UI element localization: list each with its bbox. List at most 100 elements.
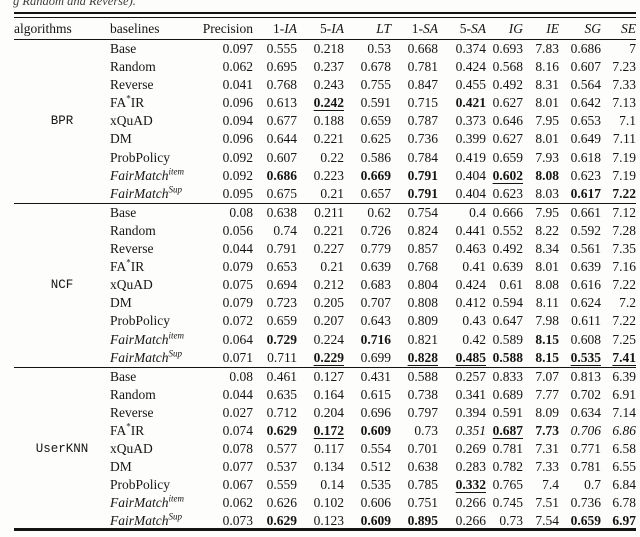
value-cell: 0.41 xyxy=(462,259,486,275)
value-cell: 0.828 xyxy=(407,349,438,365)
table-row: FairMatchitem 0.064 0.729 0.224 0.716 0.821 0.… xyxy=(14,331,636,349)
baseline-label: DM xyxy=(110,294,197,312)
text-part: * xyxy=(126,257,131,268)
table-row: ProbPolicy 0.067 0.559 0.14 0.535 0.785 0.332 0… xyxy=(14,476,636,494)
results-table: algorithms baselines Precision 1-IA 5-IA LT 1-… xyxy=(14,19,636,531)
value-cell: 0.586 xyxy=(360,149,391,165)
value-cell: 0.074 xyxy=(222,422,253,438)
value-cell: 6.58 xyxy=(612,441,636,457)
value-cell: 0.639 xyxy=(570,259,601,275)
table-row: FairMatchitem 0.062 0.626 0.102 0.606 0.751 0.… xyxy=(14,494,636,512)
text-part: DM xyxy=(110,131,132,147)
value-cell: 7.23 xyxy=(612,59,636,75)
value-cell: 8.01 xyxy=(535,95,559,111)
text-part: algorithms xyxy=(14,20,72,36)
value-cell: 8.15 xyxy=(535,349,559,365)
value-cell: 0.608 xyxy=(570,331,601,347)
value-cell: 0.715 xyxy=(407,95,438,111)
value-cell: 0.237 xyxy=(313,59,344,75)
baseline-label: xQuAD xyxy=(110,112,197,130)
table-row: FairMatchSup 0.071 0.711 0.229 0.699 0.828 0.4… xyxy=(14,349,636,368)
col-header-1-sa: 1-SA xyxy=(391,19,438,40)
text-part: LT xyxy=(376,20,391,36)
value-cell: 7.95 xyxy=(535,204,559,220)
value-cell: 0.624 xyxy=(570,295,601,311)
value-cell: 0.455 xyxy=(455,77,486,93)
table-row: FairMatchSup 0.095 0.675 0.21 0.657 0.791 0.40… xyxy=(14,185,636,204)
value-cell: 0.61 xyxy=(499,277,523,293)
value-cell: 0.73 xyxy=(414,422,438,438)
value-cell: 0.729 xyxy=(266,331,297,347)
algorithm-label: BPR xyxy=(50,114,74,129)
caption-fragment: g Random and Reverse). xyxy=(13,0,136,8)
value-cell: 0.561 xyxy=(570,241,601,257)
text-part: * xyxy=(126,93,131,104)
text-part: IR xyxy=(130,422,145,438)
value-cell: 0.736 xyxy=(407,131,438,147)
value-cell: 7.33 xyxy=(612,77,636,93)
value-cell: 0.73 xyxy=(499,513,523,529)
value-cell: 0.134 xyxy=(313,459,344,475)
top-rule-outer xyxy=(14,12,636,14)
value-cell: 0.071 xyxy=(222,349,253,365)
baseline-label: FA*IR xyxy=(110,422,197,440)
value-cell: 0.857 xyxy=(407,241,438,257)
value-cell: 0.559 xyxy=(266,477,297,493)
value-cell: 8.15 xyxy=(535,331,559,347)
text-part: 1- xyxy=(273,20,285,36)
value-cell: 0.609 xyxy=(360,513,391,529)
value-cell: 0.212 xyxy=(313,277,344,293)
table-row: BPR Base 0.097 0.555 0.218 0.53 0.668 0.374 0.69… xyxy=(14,40,636,128)
text-part: SG xyxy=(584,20,602,36)
value-cell: 0.666 xyxy=(492,204,523,220)
value-cell: 0.062 xyxy=(222,59,253,75)
value-cell: 0.412 xyxy=(455,295,486,311)
value-cell: 0.626 xyxy=(266,495,297,511)
value-cell: 0.242 xyxy=(313,95,344,111)
value-cell: 6.84 xyxy=(612,477,636,493)
value-cell: 8.08 xyxy=(535,277,559,293)
text-part: IE xyxy=(546,20,559,36)
value-cell: 0.535 xyxy=(570,349,601,365)
value-cell: 7.73 xyxy=(535,422,559,438)
baseline-label: FairMatchitem xyxy=(110,167,197,185)
value-cell: 0.485 xyxy=(455,349,486,365)
value-cell: 8.03 xyxy=(535,185,559,201)
text-part: Random xyxy=(110,222,156,238)
value-cell: 0.512 xyxy=(360,459,391,475)
value-cell: 0.332 xyxy=(455,477,486,493)
value-cell: 0.463 xyxy=(455,241,486,257)
text-part: FairMatch xyxy=(110,185,169,201)
table-row: Random 0.056 0.74 0.221 0.726 0.824 0.441 0.552… xyxy=(14,222,636,240)
table-row: UserKNN Base 0.08 0.461 0.127 0.431 0.588 0.257… xyxy=(14,367,636,456)
col-header-5-sa: 5-SA xyxy=(438,19,486,40)
value-cell: 0.588 xyxy=(407,368,438,384)
value-cell: 0.791 xyxy=(266,241,297,257)
value-cell: 0.629 xyxy=(266,422,297,438)
value-cell: 0.257 xyxy=(455,368,486,384)
value-cell: 0.629 xyxy=(266,513,297,529)
text-part: SA xyxy=(423,20,438,36)
value-cell: 0.613 xyxy=(266,95,297,111)
value-cell: 0.642 xyxy=(570,95,601,111)
text-part: Sup xyxy=(168,511,183,522)
value-cell: 0.075 xyxy=(222,277,253,293)
table-row: Reverse 0.044 0.791 0.227 0.779 0.857 0.463 0.4… xyxy=(14,240,636,258)
baseline-label: DM xyxy=(110,458,197,476)
value-cell: 0.635 xyxy=(266,386,297,402)
value-cell: 0.824 xyxy=(407,222,438,238)
value-cell: 0.804 xyxy=(407,277,438,293)
value-cell: 0.768 xyxy=(407,259,438,275)
text-part: IR xyxy=(130,95,145,111)
value-cell: 0.771 xyxy=(570,441,601,457)
value-cell: 0.041 xyxy=(222,77,253,93)
group-ncf: NCF Base 0.08 0.638 0.211 0.62 0.754 0.4 0.666 7.… xyxy=(14,203,636,367)
value-cell: 0.588 xyxy=(492,349,523,365)
value-cell: 7.22 xyxy=(612,313,636,329)
table-row: FA*IR 0.096 0.613 0.242 0.591 0.715 0.421 0.627… xyxy=(14,94,636,112)
value-cell: 8.16 xyxy=(535,59,559,75)
value-cell: 7.41 xyxy=(612,349,636,365)
value-cell: 0.677 xyxy=(266,113,297,129)
value-cell: 0.647 xyxy=(492,313,523,329)
